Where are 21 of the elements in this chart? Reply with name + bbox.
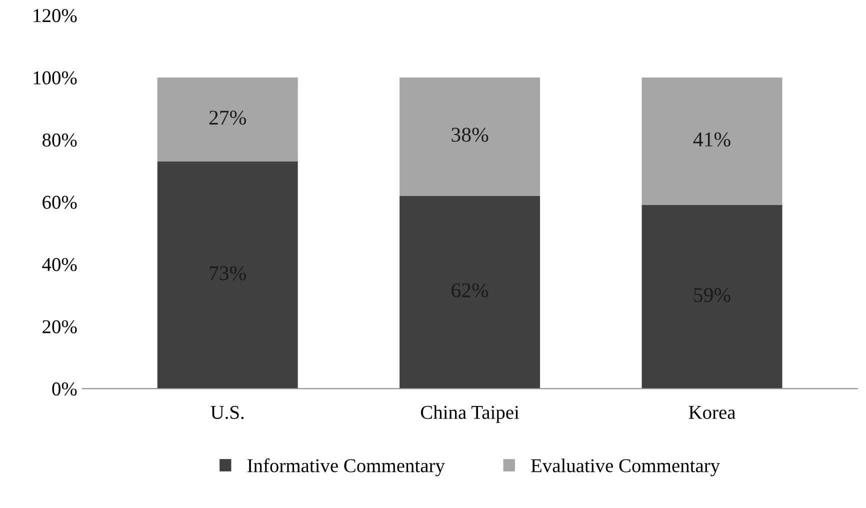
y-tick-label: 100% xyxy=(34,71,77,84)
x-tick-label: U.S. xyxy=(210,406,244,420)
data-label: 27% xyxy=(209,110,246,125)
y-tick-label: 40% xyxy=(42,258,77,272)
data-label: 41% xyxy=(693,132,730,147)
y-tick-label: 80% xyxy=(42,134,77,147)
y-tick-label: 20% xyxy=(42,320,77,334)
y-tick-label: 60% xyxy=(42,196,77,209)
y-tick-label: 120% xyxy=(34,9,77,22)
bar xyxy=(400,196,540,389)
x-tick-label: Korea xyxy=(688,406,736,419)
x-tick-label: China Taipei xyxy=(420,405,520,423)
y-tick-label: 0% xyxy=(52,382,77,396)
legend-label: Informative Commentary xyxy=(247,458,445,476)
bar xyxy=(157,161,298,389)
bar xyxy=(400,77,540,196)
data-label: 38% xyxy=(452,128,488,142)
bar xyxy=(157,77,298,162)
legend-label: Evaluative Commentary xyxy=(531,458,720,476)
bar xyxy=(642,77,782,206)
bar xyxy=(642,205,782,389)
